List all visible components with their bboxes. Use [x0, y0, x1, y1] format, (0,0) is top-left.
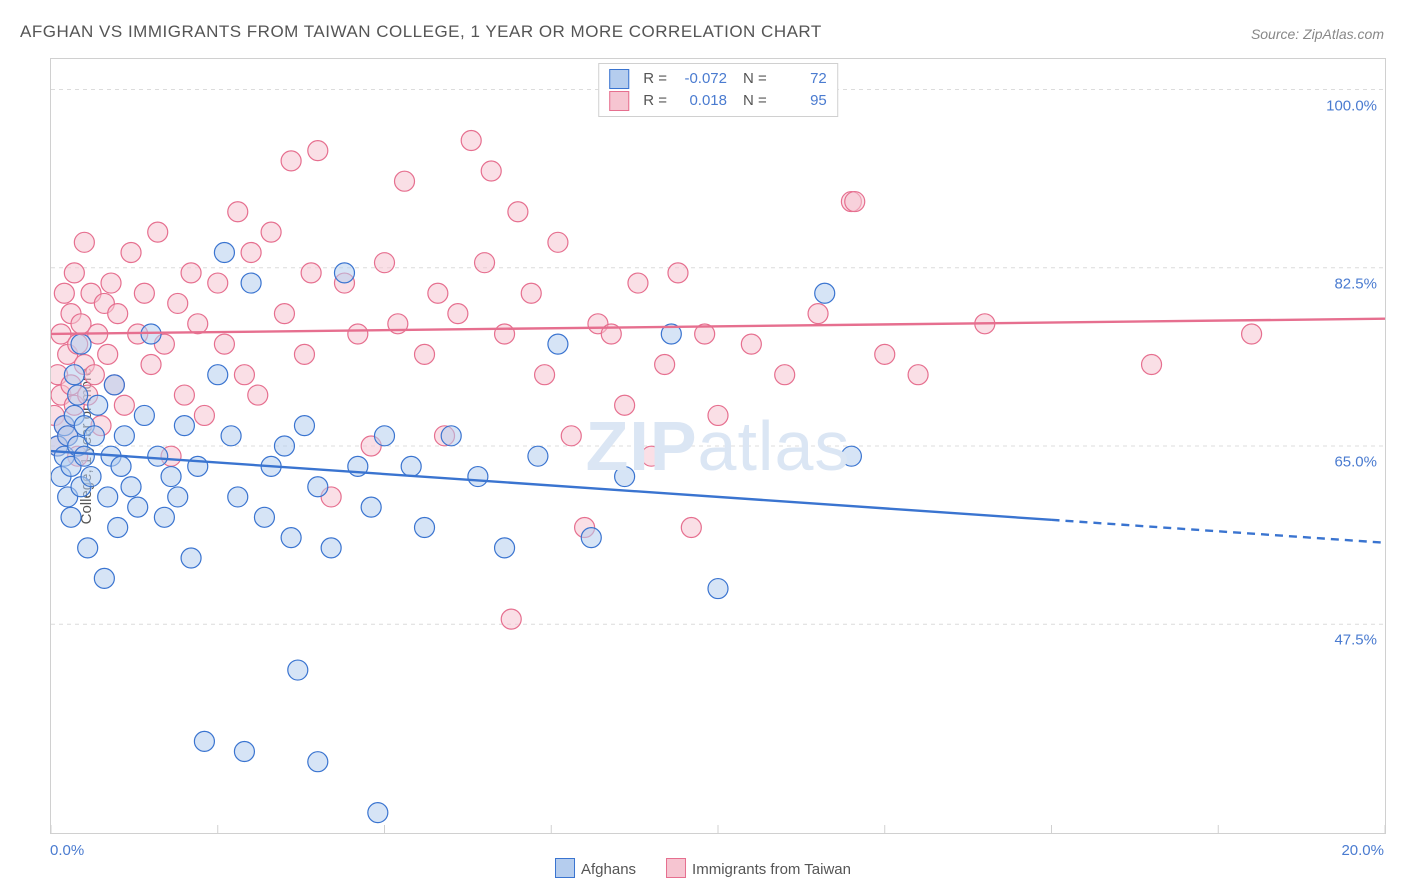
- plot-area: ZIPatlas R =-0.072 N =72 R =0.018 N =95 …: [50, 58, 1386, 834]
- legend-row-taiwan: R =0.018 N =95: [609, 90, 827, 112]
- source-attribution: Source: ZipAtlas.com: [1251, 26, 1384, 42]
- legend-item-afghans: Afghans: [555, 858, 636, 878]
- legend-row-afghans: R =-0.072 N =72: [609, 68, 827, 90]
- y-tick-label: 82.5%: [1334, 275, 1377, 292]
- x-tick-label-max: 20.0%: [1341, 842, 1384, 859]
- x-tick-label-min: 0.0%: [50, 842, 84, 859]
- y-tick-label: 47.5%: [1334, 632, 1377, 649]
- swatch-afghans: [609, 69, 629, 89]
- n-value-afghans: 72: [775, 68, 827, 90]
- y-tick-label: 100.0%: [1326, 97, 1377, 114]
- bottom-legend: Afghans Immigrants from Taiwan: [555, 858, 851, 878]
- swatch-afghans-bottom: [555, 858, 575, 878]
- correlation-legend: R =-0.072 N =72 R =0.018 N =95: [598, 63, 838, 117]
- r-value-afghans: -0.072: [675, 68, 727, 90]
- scatter-svg: [51, 59, 1385, 833]
- y-tick-label: 65.0%: [1334, 454, 1377, 471]
- legend-item-taiwan: Immigrants from Taiwan: [666, 858, 851, 878]
- r-value-taiwan: 0.018: [675, 90, 727, 112]
- chart-title: AFGHAN VS IMMIGRANTS FROM TAIWAN COLLEGE…: [20, 22, 822, 42]
- swatch-taiwan-bottom: [666, 858, 686, 878]
- n-value-taiwan: 95: [775, 90, 827, 112]
- swatch-taiwan: [609, 91, 629, 111]
